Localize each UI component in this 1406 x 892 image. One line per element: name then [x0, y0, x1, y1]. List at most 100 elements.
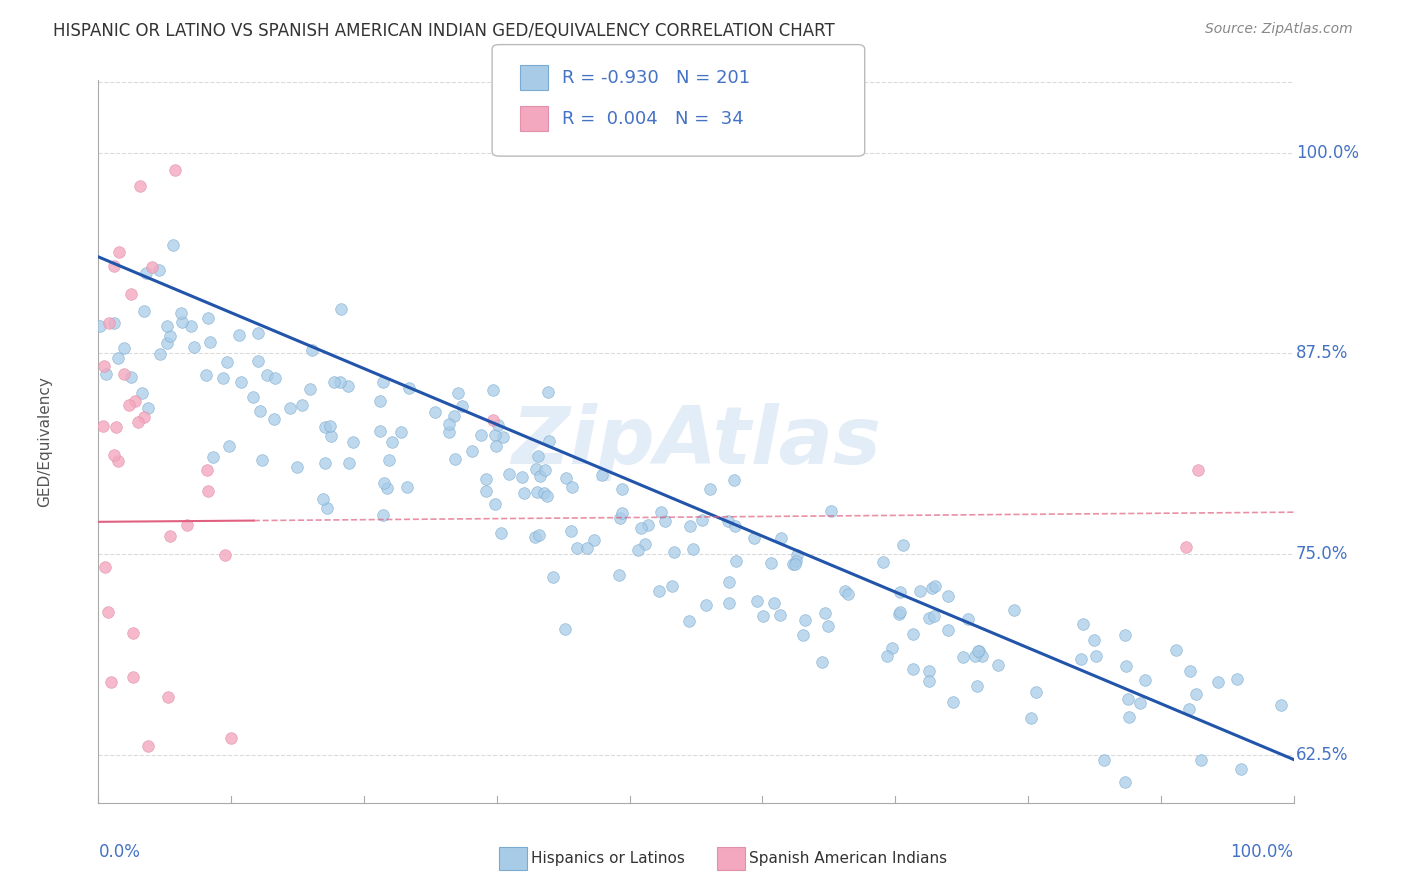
Text: 100.0%: 100.0% [1230, 843, 1294, 861]
Point [1025, 685, 1047, 699]
Point [1092, 753, 1115, 767]
Point [1118, 710, 1140, 724]
Point [247, 326, 270, 340]
Point [811, 655, 834, 669]
Point [747, 594, 769, 608]
Point [444, 452, 467, 467]
Point [120, 287, 142, 301]
Point [94, 367, 117, 381]
Point [918, 611, 941, 625]
Point [103, 448, 125, 462]
Point [903, 626, 925, 640]
Point [197, 310, 219, 325]
Point [534, 463, 557, 477]
Point [381, 435, 404, 450]
Point [537, 434, 560, 448]
Point [554, 622, 576, 636]
Point [523, 530, 546, 544]
Point [373, 508, 395, 523]
Point [717, 574, 740, 589]
Point [371, 375, 394, 389]
Point [908, 584, 931, 599]
Point [1019, 711, 1042, 725]
Point [112, 341, 135, 355]
Point [439, 417, 461, 432]
Point [486, 418, 509, 433]
Point [498, 467, 520, 481]
Point [484, 428, 506, 442]
Point [319, 429, 342, 443]
Point [461, 443, 484, 458]
Point [156, 318, 179, 333]
Point [156, 336, 179, 351]
Point [1226, 672, 1249, 686]
Text: R = -0.930   N = 201: R = -0.930 N = 201 [562, 69, 751, 87]
Point [918, 673, 941, 688]
Point [607, 567, 630, 582]
Point [131, 385, 153, 400]
Point [118, 398, 141, 412]
Point [952, 650, 974, 665]
Point [769, 607, 792, 622]
Point [1164, 643, 1187, 657]
Point [195, 368, 218, 382]
Point [132, 409, 155, 424]
Point [107, 351, 129, 366]
Point [159, 529, 181, 543]
Point [301, 343, 323, 357]
Point [481, 413, 505, 427]
Point [924, 579, 946, 593]
Point [882, 640, 904, 655]
Point [891, 538, 914, 552]
Point [484, 497, 506, 511]
Point [513, 485, 536, 500]
Point [752, 608, 775, 623]
Point [527, 528, 550, 542]
Point [198, 335, 221, 350]
Point [246, 354, 269, 368]
Text: GED/Equivalency: GED/Equivalency [37, 376, 52, 507]
Point [512, 470, 534, 484]
Point [876, 648, 898, 663]
Point [648, 584, 671, 599]
Point [492, 430, 515, 444]
Point [170, 306, 193, 320]
Point [98, 316, 121, 330]
Point [250, 453, 273, 467]
Point [922, 608, 945, 623]
Point [319, 418, 342, 433]
Point [298, 382, 321, 396]
Point [249, 403, 271, 417]
Point [93, 359, 115, 374]
Point [889, 605, 911, 619]
Point [451, 400, 474, 414]
Point [783, 557, 806, 571]
Point [575, 541, 598, 555]
Text: 87.5%: 87.5% [1296, 344, 1348, 362]
Point [786, 548, 808, 562]
Point [256, 368, 278, 382]
Point [176, 517, 198, 532]
Point [122, 670, 145, 684]
Point [342, 434, 364, 449]
Point [218, 439, 240, 453]
Point [650, 505, 672, 519]
Point [231, 375, 253, 389]
Point [108, 245, 131, 260]
Point [1229, 762, 1251, 776]
Text: 75.0%: 75.0% [1296, 545, 1348, 563]
Point [527, 449, 550, 463]
Point [918, 664, 941, 678]
Point [1187, 463, 1209, 477]
Point [162, 238, 184, 252]
Point [724, 518, 747, 533]
Text: Hispanics or Latinos: Hispanics or Latinos [531, 851, 685, 865]
Point [1189, 753, 1212, 767]
Point [782, 557, 804, 571]
Point [314, 420, 336, 434]
Point [159, 328, 181, 343]
Point [889, 585, 911, 599]
Point [966, 679, 988, 693]
Point [661, 579, 683, 593]
Point [987, 658, 1010, 673]
